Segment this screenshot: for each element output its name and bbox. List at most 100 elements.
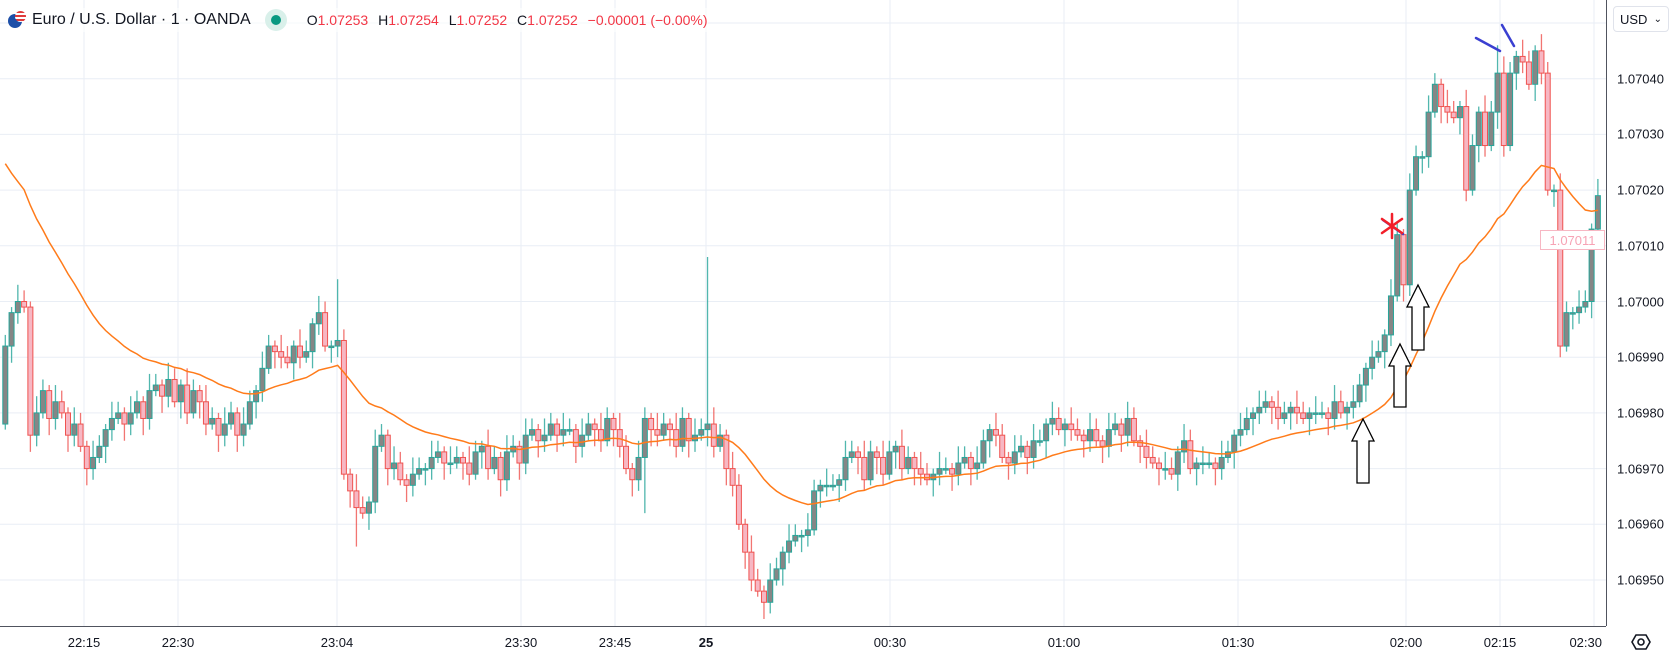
candle-up — [604, 417, 611, 442]
candle-down — [140, 401, 147, 419]
candle-down — [880, 456, 887, 475]
currency-label: USD — [1620, 11, 1648, 27]
candle-down — [1187, 440, 1194, 470]
candle-up — [961, 456, 968, 464]
candle-down — [171, 378, 178, 403]
candle-up — [823, 484, 830, 488]
market-status-icon[interactable] — [264, 9, 287, 31]
candle-up — [1431, 83, 1438, 113]
candle-up — [905, 456, 912, 470]
candle-up — [773, 568, 780, 581]
price-chart[interactable] — [0, 0, 1606, 626]
candle-down — [1118, 423, 1125, 436]
candle-up — [717, 434, 724, 447]
candle-up — [1018, 445, 1025, 453]
candle-down — [497, 456, 504, 481]
candle-up — [372, 445, 379, 503]
candle-down — [873, 451, 880, 458]
candle-down — [1519, 55, 1526, 63]
candle-up — [1105, 429, 1112, 447]
candle-down — [1482, 111, 1489, 147]
price-axis[interactable]: 1.07040 1.07030 1.07020 1.07010 1.07000 1.069… — [1606, 0, 1675, 626]
candle-up — [1576, 306, 1583, 314]
price-axis-label: 1.07000 — [1617, 294, 1664, 309]
candle-up — [133, 401, 140, 414]
time-axis-label: 22:30 — [161, 635, 195, 650]
candle-up — [792, 534, 799, 542]
candle-up — [1162, 468, 1169, 471]
candle-down — [992, 429, 999, 436]
candle-up — [102, 429, 109, 447]
candle-down — [83, 445, 90, 470]
candle-up — [240, 423, 247, 436]
candle-down — [1337, 401, 1344, 414]
candle-up — [96, 445, 103, 458]
time-axis-label: 00:30 — [873, 635, 907, 650]
candle-up — [246, 401, 253, 425]
price-axis-label: 1.06980 — [1617, 405, 1664, 421]
time-axis-label: 22:15 — [67, 635, 101, 650]
candle-down — [742, 523, 749, 553]
candle-down — [322, 312, 329, 347]
candle-down — [353, 490, 360, 509]
candle-up — [1494, 72, 1501, 113]
candle-down — [403, 479, 410, 486]
candle-down — [1293, 406, 1300, 414]
candle-down — [58, 401, 65, 414]
candle-up — [804, 529, 811, 536]
candle-up — [1594, 195, 1601, 230]
candle-down — [1325, 412, 1332, 419]
candle-down — [710, 423, 717, 447]
candle-down — [202, 401, 209, 425]
price-axis-label: 1.07040 — [1617, 71, 1664, 87]
candle-up — [1356, 384, 1363, 403]
candle-down — [1155, 462, 1162, 470]
candle-up — [90, 456, 97, 470]
candle-down — [1168, 468, 1175, 475]
time-axis-label: 01:30 — [1221, 635, 1255, 650]
candle-down — [1024, 445, 1031, 458]
candle-down — [673, 429, 680, 447]
candle-up — [365, 501, 372, 514]
candle-up — [660, 423, 667, 436]
candle-up — [334, 339, 341, 347]
candle-down — [340, 339, 347, 475]
candle-up — [453, 456, 460, 464]
candle-up — [1087, 429, 1094, 442]
currency-select[interactable]: USD ⌄ — [1613, 6, 1669, 32]
candle-down — [77, 423, 84, 447]
candle-up — [635, 456, 642, 481]
candle-up — [115, 412, 122, 419]
candle-up — [1406, 189, 1413, 286]
candle-up — [1237, 429, 1244, 436]
candle-down — [1149, 456, 1156, 464]
blue-mark-annotation — [1474, 36, 1502, 53]
candle-up — [290, 345, 297, 364]
candle-down — [754, 579, 761, 592]
candle-down — [384, 434, 391, 470]
candle-down — [1438, 83, 1445, 108]
ohlc-readout: O1.07253 H1.07254 L1.07252 C1.07252 −0.0… — [301, 12, 708, 28]
candle-down — [1450, 111, 1457, 119]
time-axis-label: 23:30 — [504, 635, 538, 650]
candle-up — [560, 429, 567, 436]
symbol-title[interactable]: Euro / U.S. Dollar · 1 · OANDA — [32, 11, 251, 28]
candle-down — [911, 456, 918, 470]
candle-up — [779, 551, 786, 570]
candle-up — [679, 417, 686, 447]
settings-icon[interactable] — [1630, 633, 1652, 651]
candle-up — [71, 423, 78, 436]
time-axis-label: 02:00 — [1389, 635, 1423, 650]
candle-down — [735, 484, 742, 525]
candle-up — [409, 473, 416, 486]
price-axis-label: 1.06950 — [1617, 572, 1664, 588]
candle-down — [1068, 423, 1075, 431]
candle-up — [1488, 111, 1495, 147]
time-axis[interactable]: 22:15 22:30 23:04 23:30 23:45 25 00:30 01:00 01:… — [0, 626, 1606, 659]
candle-up — [528, 429, 535, 436]
candle-up — [1256, 406, 1263, 414]
price-axis-label: 1.06960 — [1617, 516, 1664, 532]
asterisk-annotation — [1380, 217, 1404, 235]
candle-down — [359, 507, 366, 514]
candle-up — [1124, 417, 1131, 436]
